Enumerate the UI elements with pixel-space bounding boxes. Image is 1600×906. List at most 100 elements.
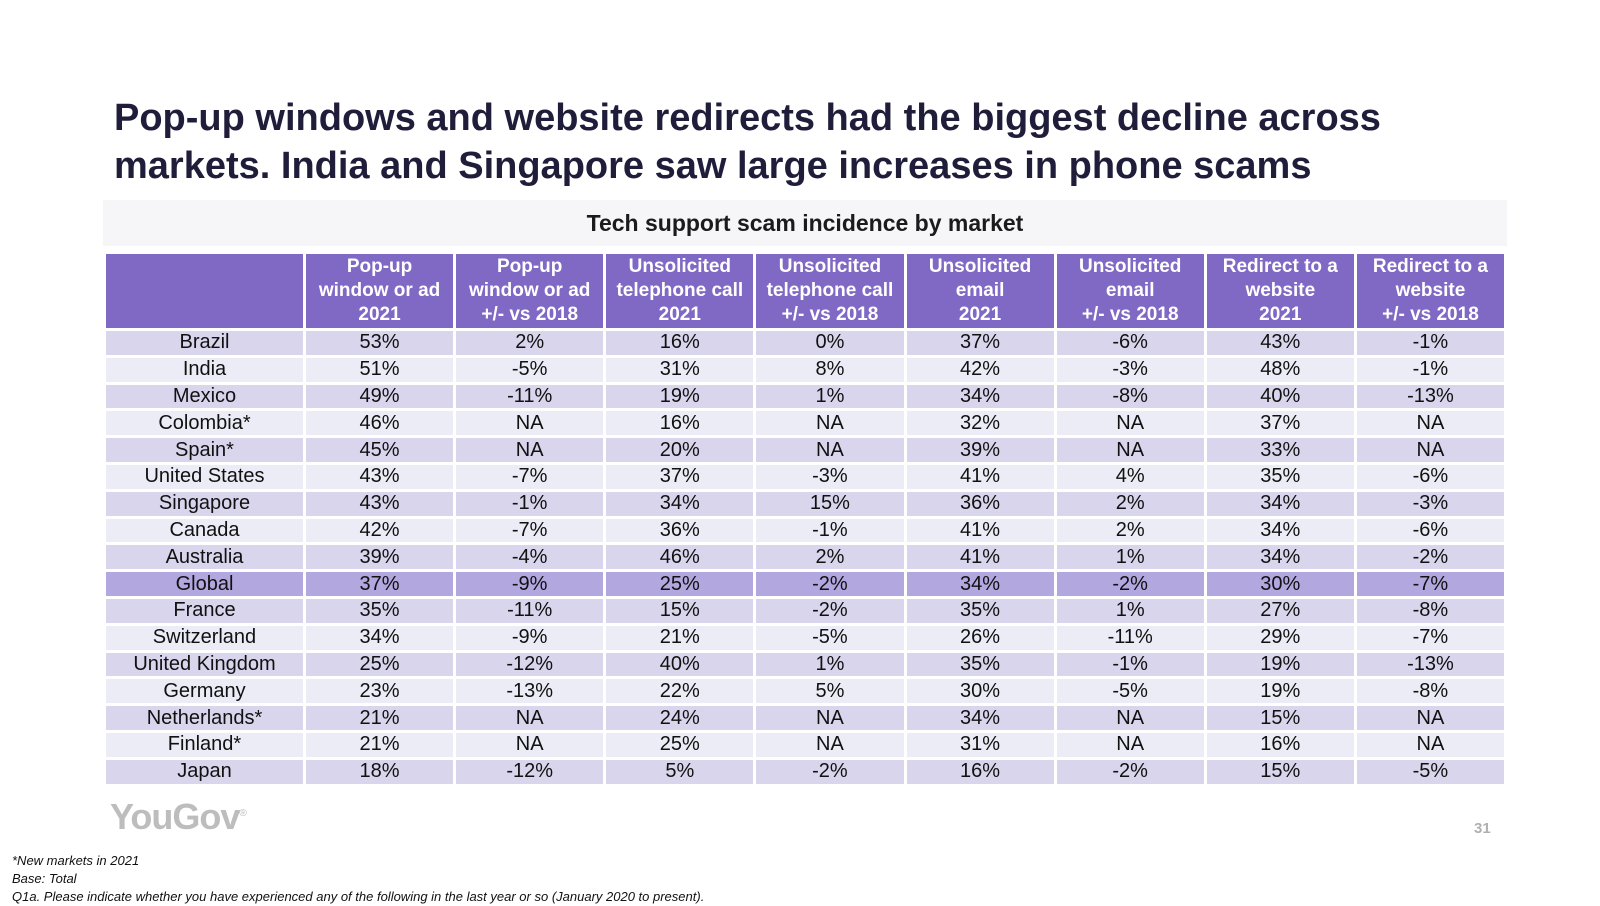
email-2021-cell: 35% — [903, 597, 1057, 626]
market-cell: Colombia* — [103, 409, 306, 439]
popup-2021-cell: 43% — [302, 490, 457, 519]
redirect-2021-cell: 33% — [1203, 436, 1357, 465]
phone-change-cell: 2% — [753, 543, 907, 573]
market-cell: Australia — [103, 543, 306, 573]
popup-change-cell: -12% — [453, 758, 607, 787]
redirect-change-cell: -1% — [1353, 329, 1508, 358]
popup-2021-cell: 51% — [302, 356, 457, 385]
market-cell: Mexico — [103, 383, 306, 412]
table-row: Brazil 53% 2% 16% 0% 37% -6% 43% -1% — [103, 329, 1508, 358]
market-cell: Spain* — [103, 436, 306, 465]
email-change-cell: -2% — [1053, 758, 1207, 787]
redirect-2021-cell: 34% — [1203, 517, 1357, 546]
popup-2021-cell: 23% — [302, 677, 457, 707]
table-row: Japan 18% -12% 5% -2% 16% -2% 15% -5% — [103, 758, 1508, 787]
email-2021-cell: 35% — [903, 651, 1057, 680]
market-cell: Singapore — [103, 490, 306, 519]
market-cell: Japan — [103, 758, 306, 787]
market-cell: Brazil — [103, 329, 306, 358]
table-row: Australia 39% -4% 46% 2% 41% 1% 34% -2% — [103, 543, 1508, 573]
table-body: Brazil 53% 2% 16% 0% 37% -6% 43% -1% India 51% -5% 3… — [103, 329, 1508, 787]
phone-2021-cell: 21% — [603, 624, 757, 653]
redirect-2021-cell: 19% — [1203, 651, 1357, 680]
table-row: Colombia* 46% NA 16% NA 32% NA 37% NA — [103, 409, 1508, 439]
market-cell: France — [103, 597, 306, 626]
phone-change-cell: -1% — [753, 517, 907, 546]
email-change-cell: 2% — [1053, 517, 1207, 546]
email-change-cell: -1% — [1053, 651, 1207, 680]
market-cell: United States — [103, 463, 306, 492]
email-change-cell: 1% — [1053, 543, 1207, 573]
redirect-2021-cell: 30% — [1203, 570, 1357, 599]
email-2021-cell: 41% — [903, 463, 1057, 492]
redirect-change-cell: -6% — [1353, 463, 1508, 492]
redirect-change-cell: -3% — [1353, 490, 1508, 519]
phone-change-cell: 8% — [753, 356, 907, 385]
popup-change-cell: -11% — [453, 383, 607, 412]
popup-change-cell: -4% — [453, 543, 607, 573]
phone-change-cell: 1% — [753, 383, 907, 412]
popup-change-cell: NA — [453, 409, 607, 439]
email-change-cell: 4% — [1053, 463, 1207, 492]
popup-2021-cell: 34% — [302, 624, 457, 653]
phone-change-cell: -5% — [753, 624, 907, 653]
footnotes: *New markets in 2021 Base: Total Q1a. Pl… — [12, 852, 704, 906]
email-2021-cell: 34% — [903, 383, 1057, 412]
header-redirect-2021: Redirect to a website 2021 — [1203, 254, 1357, 331]
popup-change-cell: 2% — [453, 329, 607, 358]
table-header-row: Pop-up window or ad 2021 Pop-up window or a… — [103, 254, 1508, 331]
popup-change-cell: -1% — [453, 490, 607, 519]
market-cell: Germany — [103, 677, 306, 707]
redirect-change-cell: NA — [1353, 731, 1508, 760]
email-change-cell: -11% — [1053, 624, 1207, 653]
header-market — [103, 254, 306, 331]
registered-mark: ® — [239, 808, 246, 819]
market-cell: Switzerland — [103, 624, 306, 653]
redirect-2021-cell: 16% — [1203, 731, 1357, 760]
phone-change-cell: -2% — [753, 758, 907, 787]
market-cell: India — [103, 356, 306, 385]
email-2021-cell: 39% — [903, 436, 1057, 465]
phone-2021-cell: 15% — [603, 597, 757, 626]
phone-change-cell: 1% — [753, 651, 907, 680]
popup-2021-cell: 43% — [302, 463, 457, 492]
phone-change-cell: 0% — [753, 329, 907, 358]
email-2021-cell: 32% — [903, 409, 1057, 439]
redirect-2021-cell: 29% — [1203, 624, 1357, 653]
email-2021-cell: 34% — [903, 570, 1057, 599]
popup-change-cell: -13% — [453, 677, 607, 707]
popup-2021-cell: 49% — [302, 383, 457, 412]
redirect-2021-cell: 37% — [1203, 409, 1357, 439]
popup-change-cell: -7% — [453, 517, 607, 546]
email-change-cell: -3% — [1053, 356, 1207, 385]
table-row: Global 37% -9% 25% -2% 34% -2% 30% -7% — [103, 570, 1508, 599]
email-2021-cell: 31% — [903, 731, 1057, 760]
popup-change-cell: -11% — [453, 597, 607, 626]
popup-change-cell: NA — [453, 704, 607, 733]
footnote-question: Q1a. Please indicate whether you have ex… — [12, 889, 705, 904]
phone-change-cell: 5% — [753, 677, 907, 707]
email-change-cell: NA — [1053, 436, 1207, 465]
table-row: United Kingdom 25% -12% 40% 1% 35% -1% 19% -13% — [103, 651, 1508, 680]
header-redirect-change: Redirect to a website +/- vs 2018 — [1353, 254, 1508, 331]
table-row: Netherlands* 21% NA 24% NA 34% NA 15% NA — [103, 704, 1508, 733]
table-row: Mexico 49% -11% 19% 1% 34% -8% 40% -13% — [103, 383, 1508, 412]
table-row: France 35% -11% 15% -2% 35% 1% 27% -8% — [103, 597, 1508, 626]
email-change-cell: -2% — [1053, 570, 1207, 599]
redirect-2021-cell: 15% — [1203, 704, 1357, 733]
header-phone-change: Unsolicited telephone call +/- vs 2018 — [753, 254, 907, 331]
redirect-change-cell: -13% — [1353, 651, 1508, 680]
email-2021-cell: 36% — [903, 490, 1057, 519]
email-change-cell: -6% — [1053, 329, 1207, 358]
popup-2021-cell: 25% — [302, 651, 457, 680]
phone-change-cell: -2% — [753, 597, 907, 626]
table-row: Switzerland 34% -9% 21% -5% 26% -11% 29% -7% — [103, 624, 1508, 653]
phone-2021-cell: 37% — [603, 463, 757, 492]
redirect-change-cell: NA — [1353, 409, 1508, 439]
table-row: India 51% -5% 31% 8% 42% -3% 48% -1% — [103, 356, 1508, 385]
phone-2021-cell: 25% — [603, 570, 757, 599]
scam-incidence-table: Pop-up window or ad 2021 Pop-up window or a… — [103, 254, 1508, 787]
market-cell: Global — [103, 570, 306, 599]
yougov-logo: YouGov® — [110, 796, 247, 837]
phone-2021-cell: 25% — [603, 731, 757, 760]
